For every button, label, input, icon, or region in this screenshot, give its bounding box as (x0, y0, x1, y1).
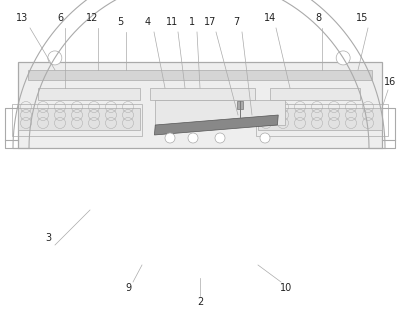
Text: 1: 1 (189, 17, 195, 27)
Text: 17: 17 (204, 17, 216, 27)
Bar (256, 104, 388, 136)
Bar (237, 101, 243, 109)
Polygon shape (154, 115, 278, 135)
Circle shape (336, 51, 350, 65)
Text: 13: 13 (16, 13, 28, 23)
Text: 4: 4 (145, 17, 151, 27)
Bar (18, 62, 382, 148)
Bar (12, 104, 142, 136)
Bar (18, 108, 140, 130)
Bar (270, 88, 360, 100)
Text: 5: 5 (117, 17, 123, 27)
Circle shape (48, 51, 62, 65)
Bar (155, 100, 285, 125)
Circle shape (188, 133, 198, 143)
Text: 12: 12 (86, 13, 98, 23)
Bar (28, 70, 372, 80)
Text: 2: 2 (197, 297, 203, 307)
Circle shape (260, 133, 270, 143)
Text: 8: 8 (315, 13, 321, 23)
Text: 16: 16 (384, 77, 396, 87)
Bar (150, 88, 255, 100)
Text: 15: 15 (356, 13, 368, 23)
Circle shape (215, 133, 225, 143)
Bar (38, 88, 140, 100)
Text: 6: 6 (57, 13, 63, 23)
Text: 9: 9 (125, 283, 131, 293)
Bar (258, 108, 382, 130)
Text: 14: 14 (264, 13, 276, 23)
Text: 7: 7 (233, 17, 239, 27)
Text: 3: 3 (45, 233, 51, 243)
Text: 11: 11 (166, 17, 178, 27)
Circle shape (165, 133, 175, 143)
Text: 10: 10 (280, 283, 292, 293)
